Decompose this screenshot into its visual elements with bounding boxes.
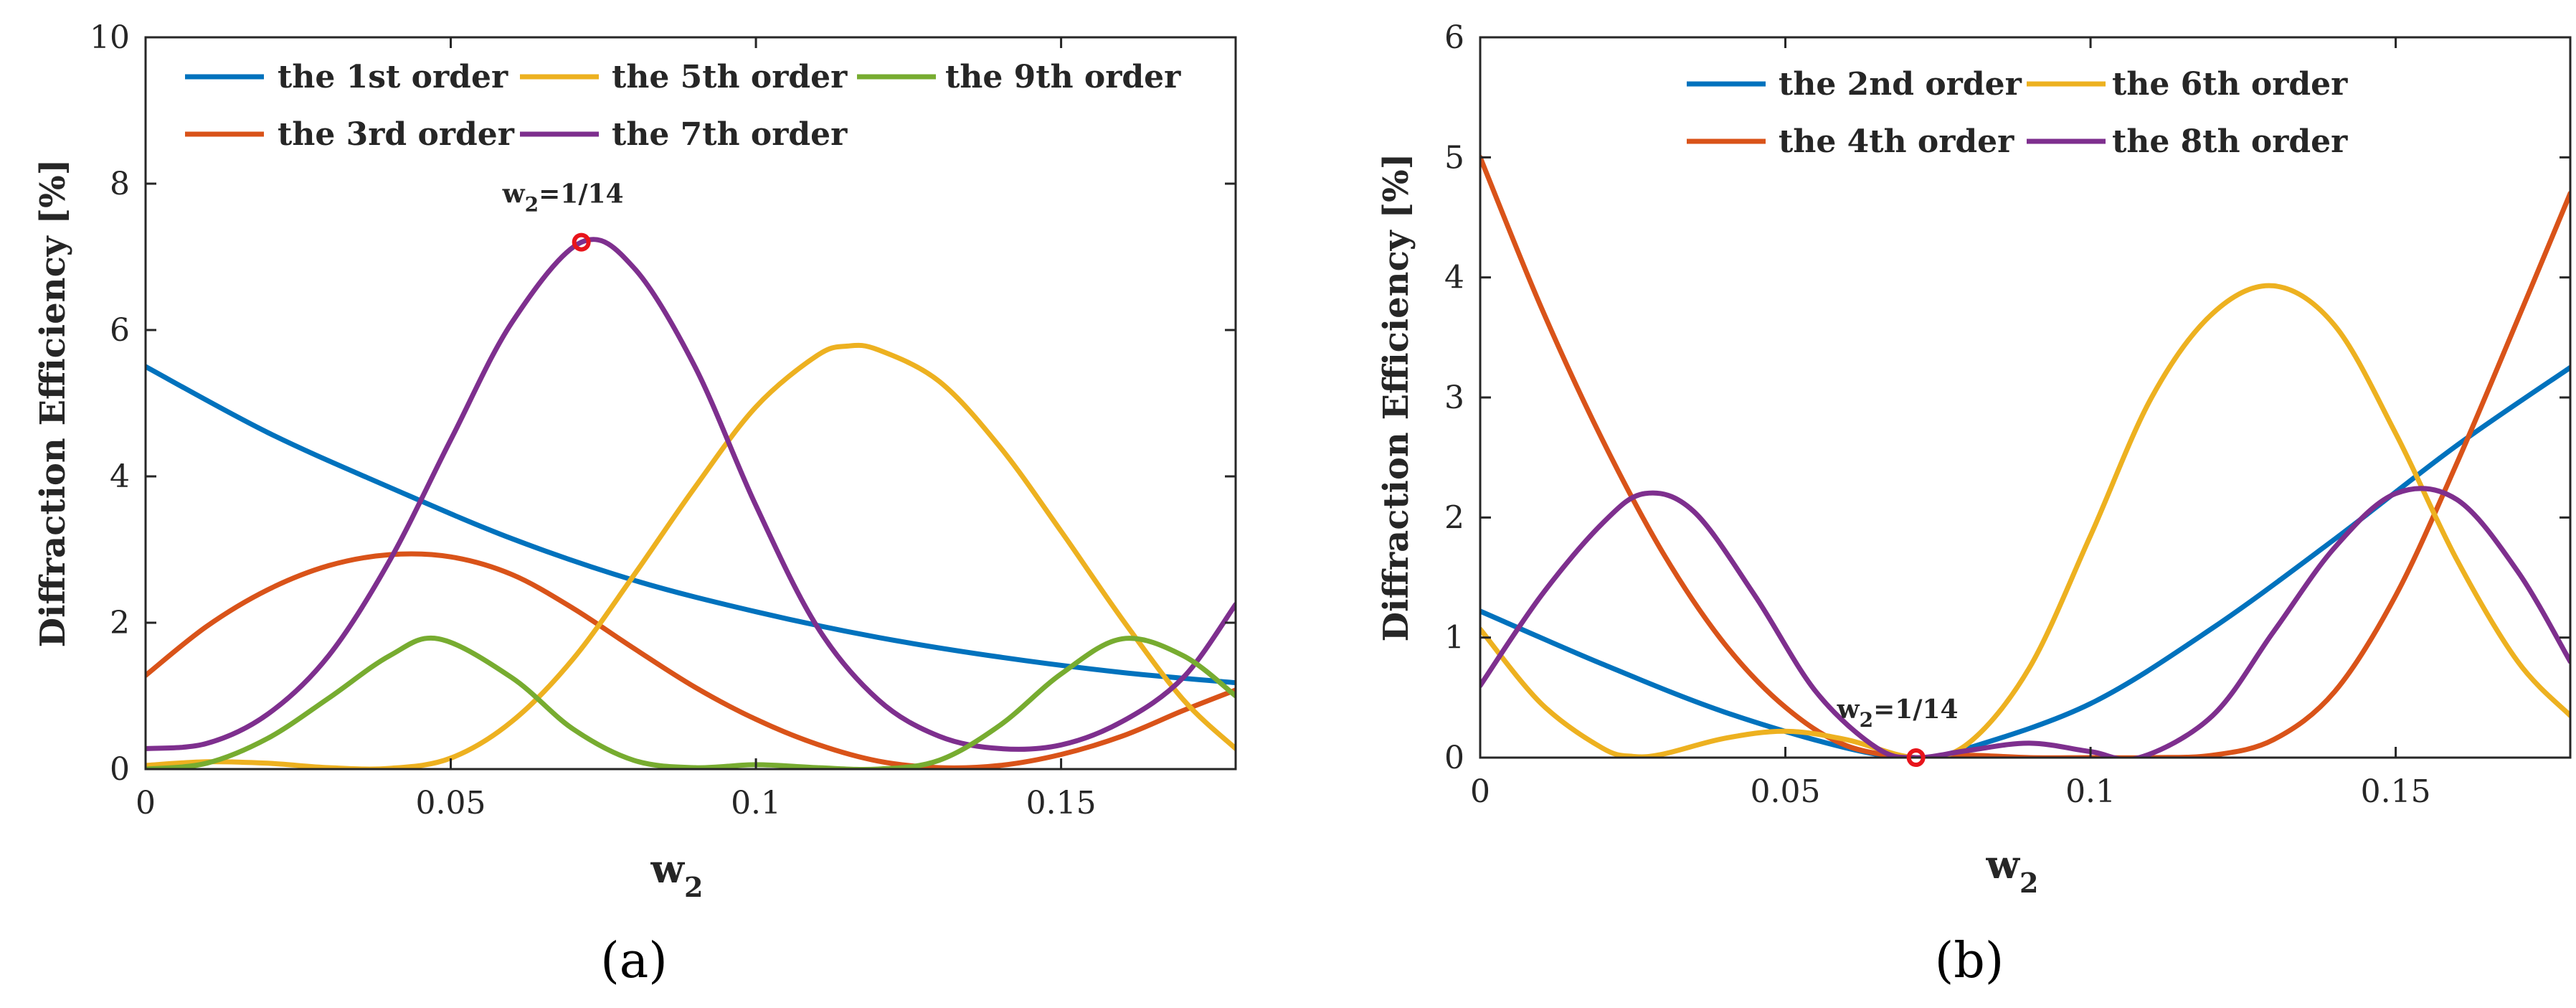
y-tick-label: 4 bbox=[110, 458, 130, 495]
series-line-the-2nd-order bbox=[1480, 364, 2570, 758]
legend-label-1st: the 1st order bbox=[278, 59, 508, 95]
y-tick-label: 0 bbox=[110, 751, 130, 788]
legend-label-7th: the 7th order bbox=[612, 116, 848, 153]
annotation-label-sub: 2 bbox=[1860, 708, 1873, 732]
legend-label-6th: the 6th order bbox=[2112, 66, 2348, 103]
y-tick-label: 0 bbox=[1444, 740, 1464, 776]
annotation-marker bbox=[1906, 748, 1926, 767]
y-tick-label: 5 bbox=[1444, 139, 1464, 176]
x-tick-label: 0 bbox=[136, 785, 156, 821]
series-line-the-5th-order bbox=[146, 342, 1236, 769]
x-axis-label-sub: 2 bbox=[2019, 867, 2038, 899]
legend-label-3rd: the 3rd order bbox=[278, 116, 515, 153]
x-tick-label: 0.1 bbox=[2065, 773, 2116, 810]
series-line-the-1st-order bbox=[146, 364, 1236, 686]
x-tick-label: 0.15 bbox=[2361, 773, 2431, 810]
x-axis-label-main: w bbox=[1986, 842, 2021, 887]
x-tick-label: 0.1 bbox=[731, 785, 781, 821]
y-tick-label: 8 bbox=[110, 166, 130, 202]
series-line-the-8th-order bbox=[1480, 486, 2570, 758]
series-line-the-7th-order bbox=[146, 237, 1236, 752]
annotation-label-main: w bbox=[1837, 694, 1860, 725]
series-line-the-9th-order bbox=[146, 635, 1236, 769]
series-group bbox=[1480, 154, 2570, 758]
annotation-label-value: =1/14 bbox=[1873, 694, 1958, 725]
legend-label-8th: the 8th order bbox=[2112, 123, 2348, 160]
legend-label-9th: the 9th order bbox=[945, 59, 1181, 95]
annotation-marker bbox=[572, 232, 591, 252]
x-tick-label: 0.05 bbox=[1751, 773, 1821, 810]
y-tick-label: 1 bbox=[1444, 620, 1464, 656]
annotation-group: w2=1/14 bbox=[502, 179, 624, 252]
annotation-label-value: =1/14 bbox=[539, 179, 623, 209]
legend-label-4th: the 4th order bbox=[1779, 123, 2014, 160]
annotation-label-main: w bbox=[502, 179, 526, 209]
x-axis-label: w2 bbox=[650, 846, 704, 903]
tick-group: 0 0.05 0.1 0.15 0 1 2 3 4 5 6 bbox=[1444, 19, 2570, 810]
y-tick-label: 6 bbox=[110, 312, 130, 349]
series-group bbox=[146, 237, 1236, 769]
x-axis-label-sub: 2 bbox=[684, 871, 703, 903]
series-line-the-3rd-order bbox=[146, 551, 1236, 769]
y-tick-label: 3 bbox=[1444, 380, 1464, 416]
legend-label-2nd: the 2nd order bbox=[1779, 66, 2022, 103]
caption-a: (a) bbox=[600, 933, 668, 989]
x-tick-label: 0.15 bbox=[1026, 785, 1097, 821]
axes-box bbox=[144, 36, 1237, 771]
tick-group: 0 0.05 0.1 0.15 0 2 4 6 8 10 bbox=[90, 19, 1236, 821]
legend-label-5th: the 5th order bbox=[612, 59, 848, 95]
legend: the 2nd order the 4th order the 6th orde… bbox=[1687, 66, 2348, 160]
y-axis-label: Diffraction Efficiency [%] bbox=[1376, 154, 1416, 642]
caption-b: (b) bbox=[1935, 933, 2004, 989]
x-axis-label: w2 bbox=[1986, 842, 2039, 899]
y-tick-label: 4 bbox=[1444, 260, 1464, 296]
annotation-label: w2=1/14 bbox=[502, 179, 624, 217]
annotation-group: w2=1/14 bbox=[1837, 694, 1959, 767]
annotation-label-sub: 2 bbox=[525, 193, 539, 217]
x-axis-label-main: w bbox=[650, 846, 686, 892]
y-tick-label: 6 bbox=[1444, 19, 1464, 56]
y-axis-label: Diffraction Efficiency [%] bbox=[33, 159, 73, 648]
x-tick-label: 0.05 bbox=[416, 785, 486, 821]
axes-box bbox=[1479, 36, 2572, 759]
x-tick-label: 0 bbox=[1470, 773, 1490, 810]
annotation-label: w2=1/14 bbox=[1837, 694, 1959, 732]
y-tick-label: 2 bbox=[110, 605, 130, 641]
y-tick-label: 2 bbox=[1444, 499, 1464, 536]
legend: the 1st order the 3rd order the 5th orde… bbox=[185, 59, 1181, 153]
y-tick-label: 10 bbox=[90, 19, 130, 56]
